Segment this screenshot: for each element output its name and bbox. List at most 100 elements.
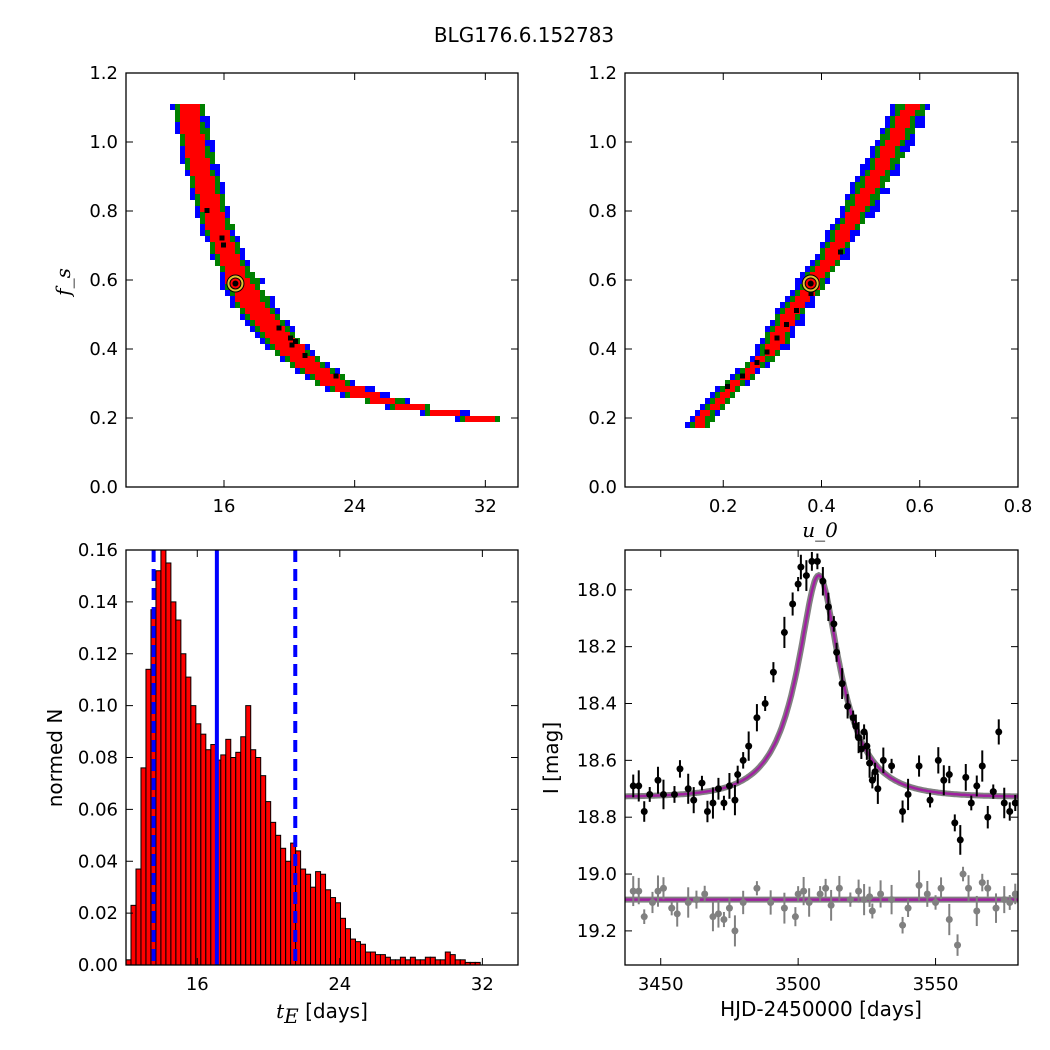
figure-title: BLG176.6.152783 — [434, 23, 614, 47]
y-tick-label: 0.8 — [89, 201, 118, 222]
photometry-point — [962, 773, 970, 781]
black-sample-point — [808, 290, 814, 296]
photometry-point — [629, 782, 637, 790]
y-tick-label: 1.2 — [89, 63, 118, 84]
comparison-point — [965, 884, 973, 892]
histogram-bar — [135, 868, 142, 966]
photometry-point — [863, 742, 871, 750]
photometry-point — [640, 808, 648, 816]
black-sample-point — [764, 349, 770, 355]
fs-vs-u0-ticks: 0.2 0.4 0.6 0.8 0.0 0.2 0.4 0.6 0.8 1.0 1.2 — [588, 63, 1032, 517]
comparison-point — [701, 890, 709, 898]
photometry-point — [926, 796, 934, 804]
inner-contour-cell — [430, 410, 460, 417]
photometry-point — [654, 776, 662, 784]
histogram-bar — [315, 871, 322, 966]
comparison-point — [629, 887, 637, 895]
inner-contour-cell — [790, 302, 805, 309]
inner-contour-cell — [370, 398, 395, 405]
histogram-bar — [335, 902, 342, 966]
black-sample-point — [838, 249, 844, 255]
photometry-point — [789, 600, 797, 608]
histogram-bar — [345, 928, 352, 966]
inner-contour-cell — [745, 368, 755, 375]
photometry-point — [714, 785, 722, 793]
histogram-bar — [205, 749, 212, 966]
inner-contour-cell — [205, 218, 225, 225]
photometry-point — [833, 648, 841, 656]
te-x-label-math: t — [276, 999, 285, 1023]
histogram-bar — [230, 757, 237, 966]
inner-contour-cell — [205, 212, 225, 219]
inner-contour-cell — [885, 140, 900, 147]
histogram-bar — [369, 951, 376, 966]
u0-x-label: u_0 — [802, 518, 838, 542]
comparison-point — [635, 887, 643, 895]
histogram-bar — [429, 956, 436, 966]
y-tick-label: 0.2 — [588, 408, 617, 429]
photometry-point — [844, 702, 852, 710]
y-tick-label: 0.4 — [89, 339, 118, 360]
comparison-point — [725, 904, 733, 912]
comparison-point — [923, 890, 931, 898]
inner-contour-cell — [295, 362, 320, 369]
histogram-bar — [175, 619, 182, 966]
imag-y-label: I [mag] — [539, 722, 563, 794]
x-tick-label: 24 — [343, 496, 366, 517]
y-tick-label: 0.0 — [588, 477, 617, 498]
photometry-point — [739, 756, 747, 764]
histogram-bar — [190, 705, 197, 966]
y-tick-label: 18.8 — [577, 807, 617, 828]
comparison-point — [753, 884, 761, 892]
comparison-point — [932, 898, 940, 906]
photometry-point — [904, 790, 912, 798]
y-tick-label: 1.0 — [89, 132, 118, 153]
histogram-bar — [200, 733, 207, 966]
histogram-bar — [160, 549, 167, 966]
histogram-bar — [140, 767, 147, 966]
histogram-bar — [399, 956, 406, 966]
histogram-bar — [330, 897, 337, 966]
te-histogram-ticks: 16 24 32 0.00 0.02 0.04 0.06 0.08 0.10 0.12 0.14 0.… — [78, 540, 518, 995]
histogram-bar — [280, 847, 287, 966]
y-tick-label: 0.6 — [588, 270, 617, 291]
y-tick-label: 1.0 — [588, 132, 617, 153]
photometry-point — [1011, 799, 1018, 807]
inner-contour-cell — [740, 374, 750, 381]
photometry-point — [899, 808, 907, 816]
inner-contour-cell — [695, 416, 705, 423]
y-tick-label: 18.6 — [577, 750, 617, 771]
inner-contour-cell — [220, 260, 240, 267]
inner-contour-cell — [800, 290, 815, 297]
inner-contour-cell — [185, 146, 205, 153]
photometry-point — [670, 790, 678, 798]
histogram-bar — [454, 959, 461, 966]
histogram-bar — [145, 668, 152, 966]
y-tick-label: 0.4 — [588, 339, 617, 360]
histogram-bar — [424, 956, 431, 966]
inner-contour-cell — [890, 128, 905, 135]
best-fit-marker — [802, 275, 819, 292]
y-tick-label: 18.4 — [577, 693, 617, 714]
model-band — [625, 571, 1018, 800]
inner-contour-cell — [290, 356, 315, 363]
histogram-bar — [444, 951, 451, 966]
comparison-point — [978, 879, 986, 887]
photometry-point — [761, 699, 769, 707]
inner-contour-cell — [180, 122, 200, 129]
fs-y-label-text: f_s — [51, 268, 75, 298]
inner-contour-cell — [265, 332, 290, 339]
photometry-point — [989, 788, 997, 796]
inner-contour-cell — [805, 278, 820, 285]
inner-contour-cell — [195, 188, 215, 195]
histogram-bar — [354, 941, 361, 966]
comparison-point — [992, 904, 1000, 912]
photometry-point — [940, 776, 948, 784]
histogram-bar — [439, 959, 446, 966]
comparison-point — [1011, 890, 1018, 898]
inner-contour-cell — [350, 392, 380, 399]
y-tick-label: 0.8 — [588, 201, 617, 222]
inner-contour-cell — [865, 182, 880, 189]
fs-vs-u0-panel: 0.2 0.4 0.6 0.8 0.0 0.2 0.4 0.6 0.8 1.0 1.2 u_0 — [588, 63, 1032, 542]
